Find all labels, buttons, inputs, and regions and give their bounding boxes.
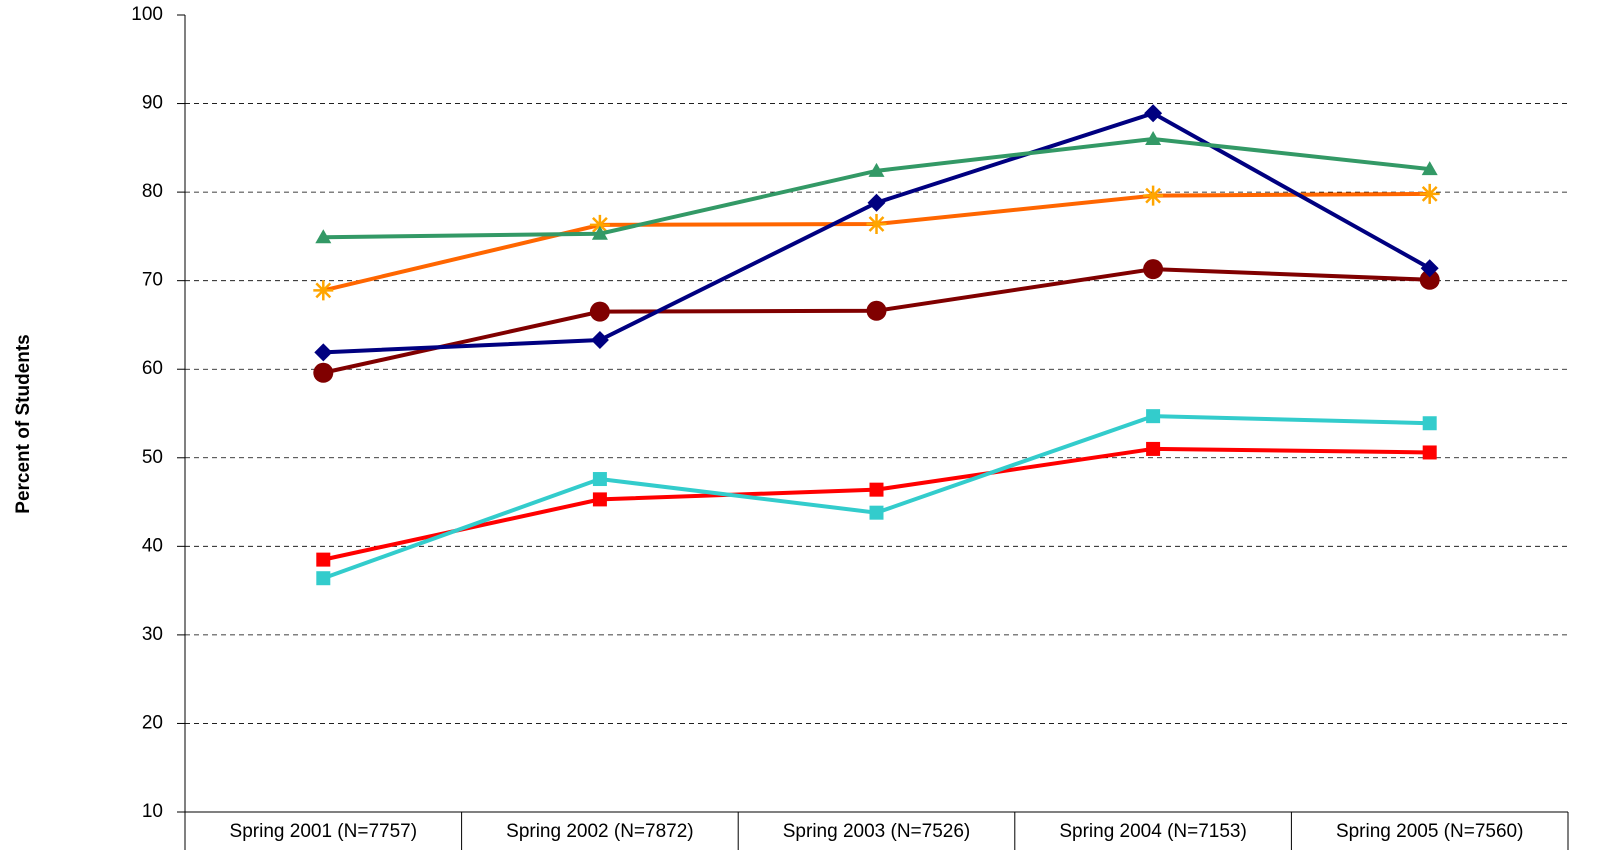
- series-line: [322, 446, 1430, 562]
- x-tick-label: Spring 2002 (N=7872): [506, 821, 694, 842]
- y-tick-label: 20: [142, 712, 163, 733]
- marker: [1146, 409, 1161, 424]
- marker: [1420, 259, 1439, 278]
- y-tick-label: 70: [142, 270, 163, 291]
- marker: [1146, 441, 1161, 456]
- y-tick-label: 50: [142, 447, 163, 468]
- y-tick-label: 80: [142, 181, 163, 202]
- marker: [1419, 183, 1440, 204]
- marker: [1145, 130, 1162, 145]
- marker: [866, 213, 887, 234]
- marker: [591, 225, 608, 240]
- marker: [869, 505, 884, 520]
- marker: [592, 492, 607, 507]
- marker: [313, 362, 334, 383]
- x-tick-label: Spring 2003 (N=7526): [783, 821, 971, 842]
- marker: [316, 571, 331, 586]
- y-tick-label: 90: [142, 93, 163, 114]
- marker: [592, 472, 607, 487]
- marker: [313, 280, 334, 301]
- marker: [1143, 185, 1164, 206]
- marker: [314, 343, 333, 362]
- marker: [866, 300, 887, 321]
- marker: [867, 193, 886, 212]
- y-tick-label: 100: [131, 4, 163, 25]
- marker: [589, 301, 610, 322]
- marker: [868, 162, 885, 177]
- series-line: [322, 267, 1430, 375]
- marker: [1143, 259, 1164, 280]
- y-tick-label: 40: [142, 535, 163, 556]
- x-tick-label: Spring 2005 (N=7560): [1336, 821, 1524, 842]
- marker: [589, 214, 610, 235]
- marker: [315, 229, 332, 244]
- y-tick-label: 10: [142, 801, 163, 822]
- series-line: [322, 414, 1430, 581]
- marker: [869, 482, 884, 497]
- y-axis-label: Percent of Students: [13, 334, 34, 513]
- x-tick-label: Spring 2004 (N=7153): [1059, 821, 1247, 842]
- marker: [590, 330, 609, 349]
- marker: [1422, 445, 1437, 460]
- x-tick-label: Spring 2001 (N=7757): [230, 821, 418, 842]
- marker: [1144, 104, 1163, 123]
- marker: [316, 552, 331, 567]
- y-tick-label: 30: [142, 624, 163, 645]
- marker: [1421, 161, 1438, 176]
- marker: [1419, 269, 1440, 290]
- marker: [1422, 416, 1437, 431]
- y-tick-label: 60: [142, 358, 163, 379]
